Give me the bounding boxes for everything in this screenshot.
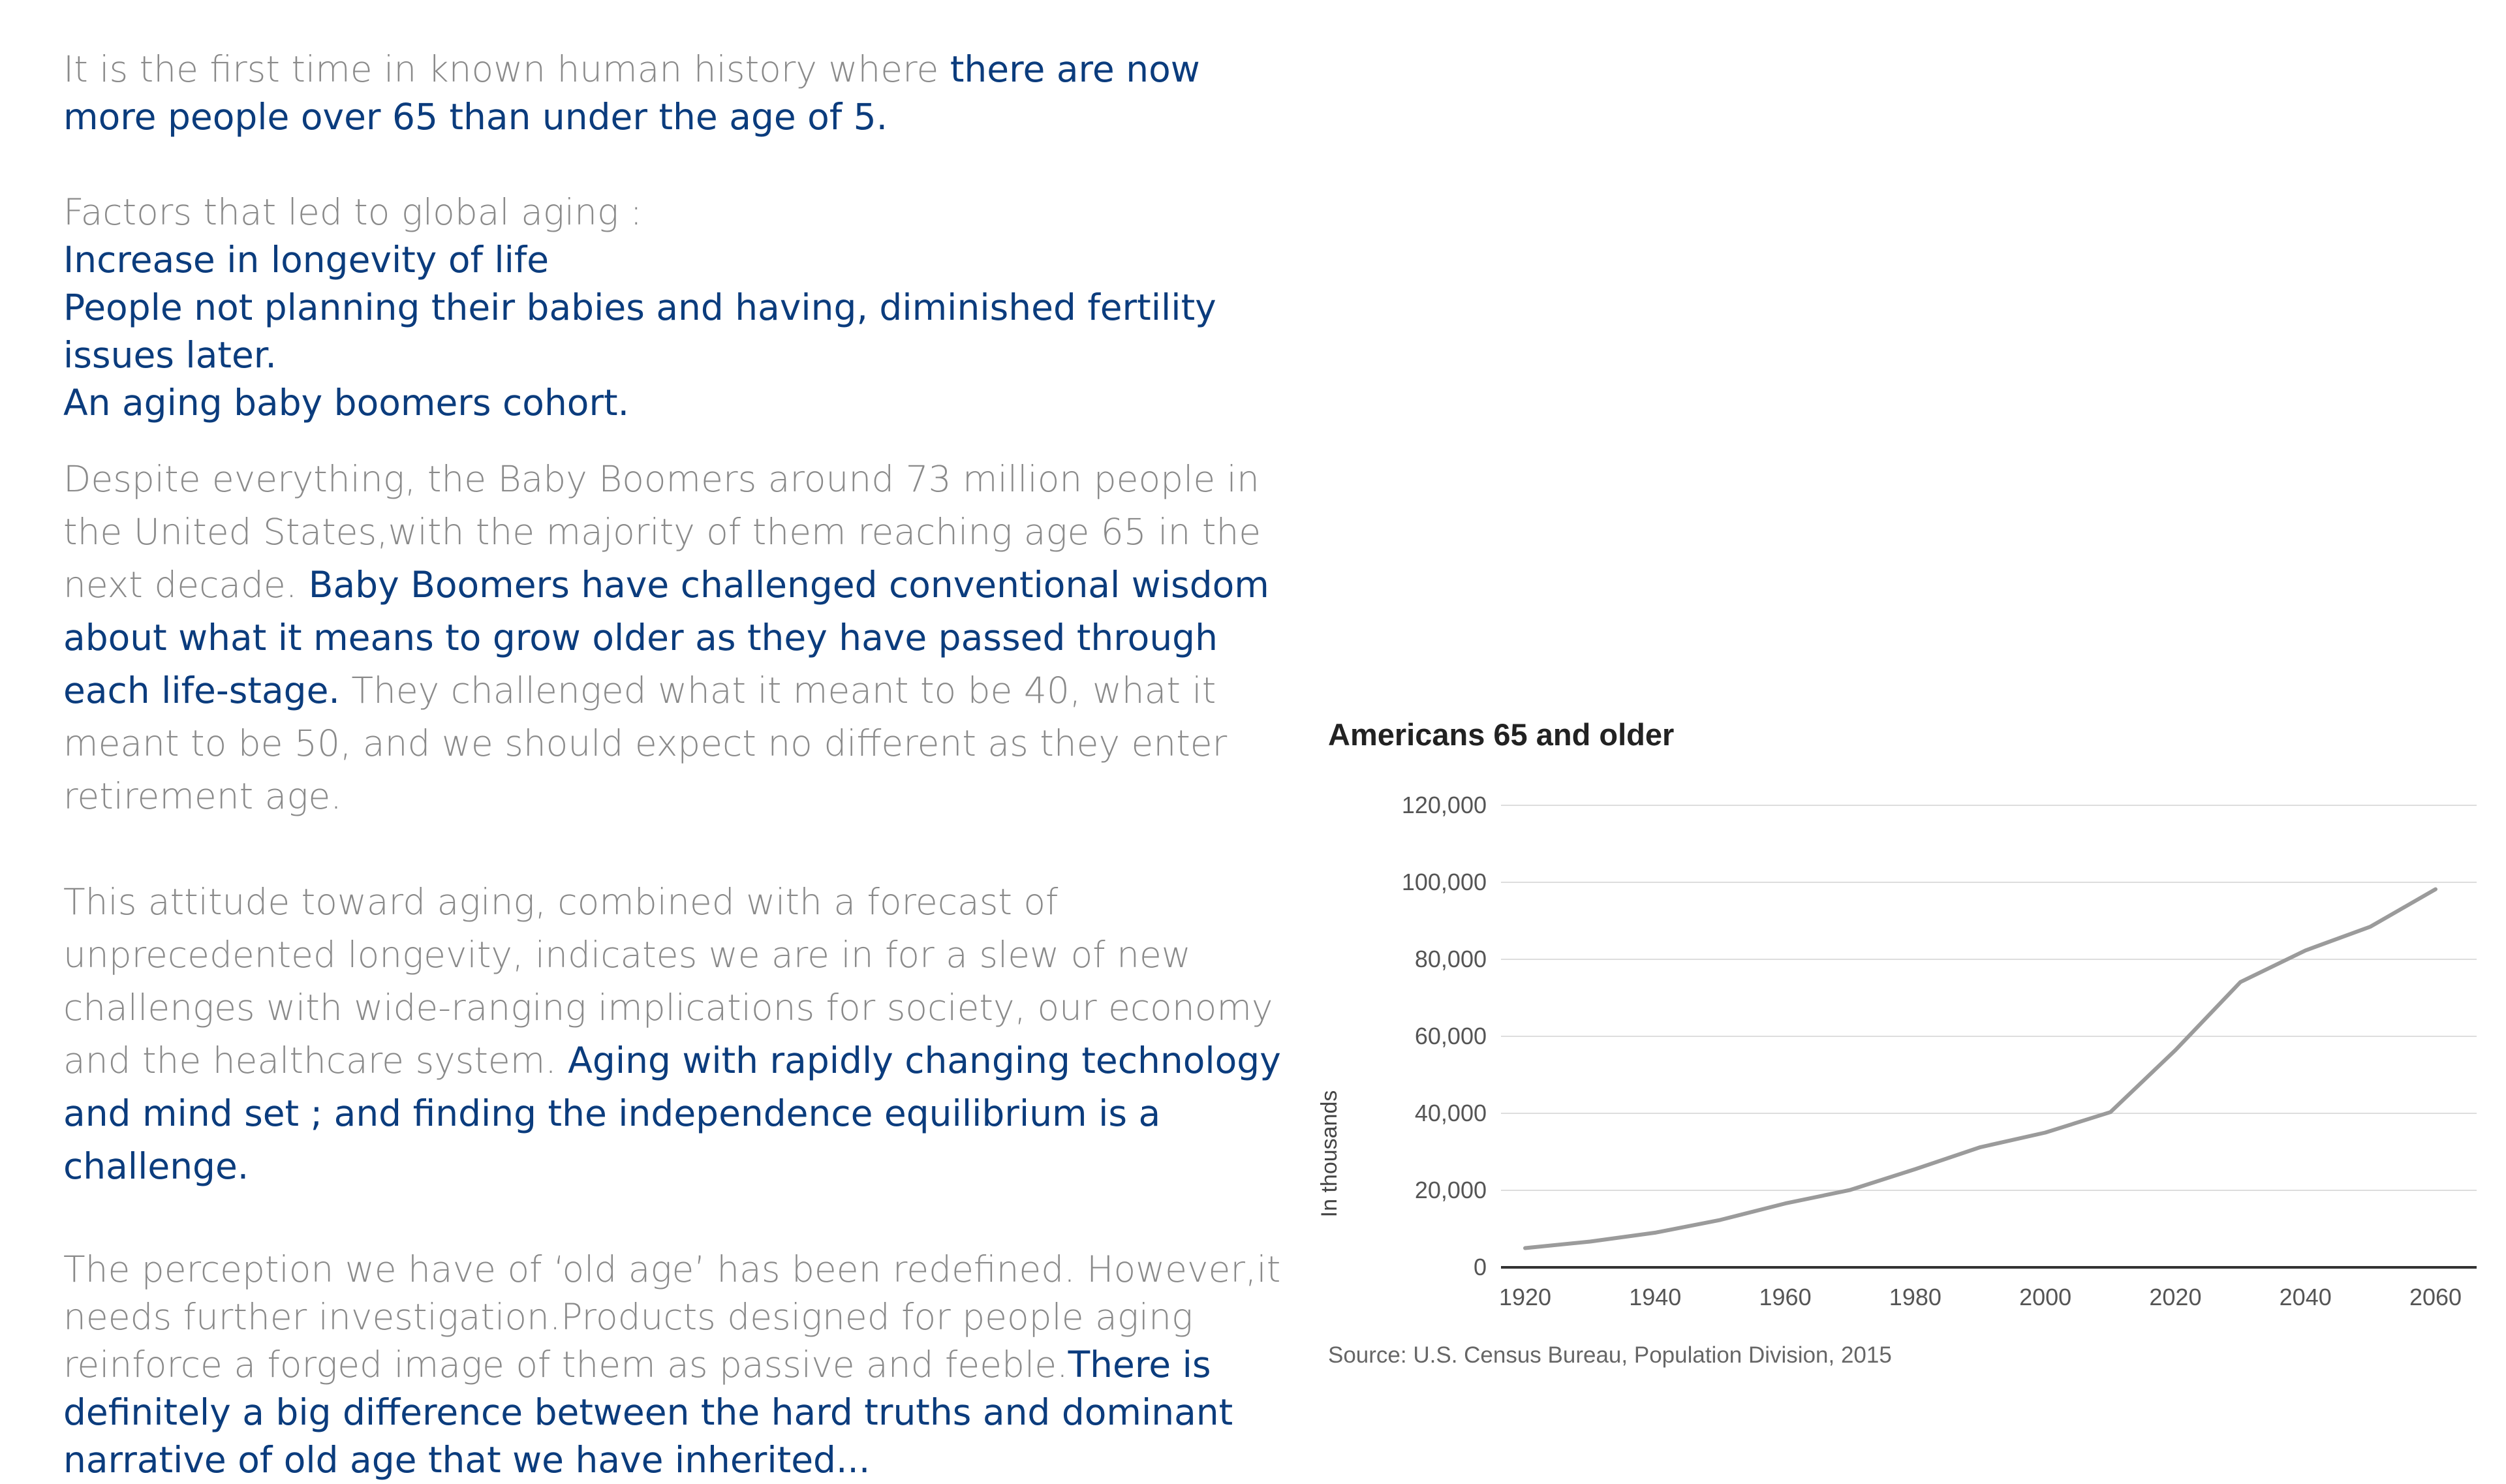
intro-highlight: there are now more people over 65 than u… [63,48,1200,138]
attitude-plain: This attitude toward aging, combined wit… [63,881,1273,1081]
y-tick-label: 0 [1474,1254,1487,1280]
series-layer [1523,887,2437,1250]
attitude-highlight: Aging with rapidly changing technology a… [63,1040,1281,1187]
y-axis-label: In thousands [1317,1090,1342,1218]
boomers-plain-2: They challenged what it meant to be 40, … [63,670,1228,817]
series-line [1523,887,2437,1250]
x-tick-label: 1960 [1759,1284,1812,1310]
boomers-paragraph: Despite everything, the Baby Boomers aro… [63,453,1303,823]
y-tick-label: 120,000 [1402,792,1487,818]
x-tick-label: 2020 [2149,1284,2201,1310]
y-tick-label: 80,000 [1415,946,1487,972]
y-tick-label: 40,000 [1415,1100,1487,1126]
x-axis-ticks: 1920 1940 1960 1980 2000 2020 2040 2060 [1499,1284,2462,1310]
x-tick-label: 2040 [2280,1284,2332,1310]
perception-paragraph: The perception we have of ‘old age’ has … [63,1246,1303,1484]
x-tick-label: 1920 [1499,1284,1551,1310]
factor-item: Increase in longevity of life [63,239,549,281]
article-text: It is the first time in known human hist… [63,46,1303,1484]
x-tick-label: 1940 [1629,1284,1681,1310]
factor-item: An aging baby boomers cohort. [63,382,630,424]
y-tick-label: 100,000 [1402,869,1487,895]
x-tick-label: 2060 [2409,1284,2462,1310]
y-axis-ticks: 0 20,000 40,000 60,000 80,000 100,000 120,000 [1402,792,1487,1280]
x-tick-label: 1980 [1889,1284,1941,1310]
y-tick-label: 60,000 [1415,1023,1487,1049]
chart-grid [1501,805,2477,1191]
boomers-plain-1: Despite everything, the Baby Boomers aro… [63,458,1261,606]
chart-source: Source: U.S. Census Bureau, Population D… [1328,1342,1892,1368]
factors-paragraph: Factors that led to global aging : Incre… [63,189,1303,427]
intro-plain: It is the first time in known human hist… [63,48,950,90]
attitude-paragraph: This attitude toward aging, combined wit… [63,876,1303,1193]
factors-heading: Factors that led to global aging : [63,191,643,233]
x-tick-label: 2000 [2019,1284,2071,1310]
line-chart: 020,00040,00060,00080,000100,000120,000 … [1317,792,2477,1310]
boomers-highlight: Baby Boomers have challenged conventiona… [63,564,1269,711]
intro-paragraph: It is the first time in known human hist… [63,46,1303,141]
y-tick-label: 20,000 [1415,1177,1487,1203]
perception-plain: The perception we have of ‘old age’ has … [63,1248,1281,1385]
chart-title: Americans 65 and older [1328,717,1675,752]
factor-item: People not planning their babies and hav… [63,286,1216,376]
